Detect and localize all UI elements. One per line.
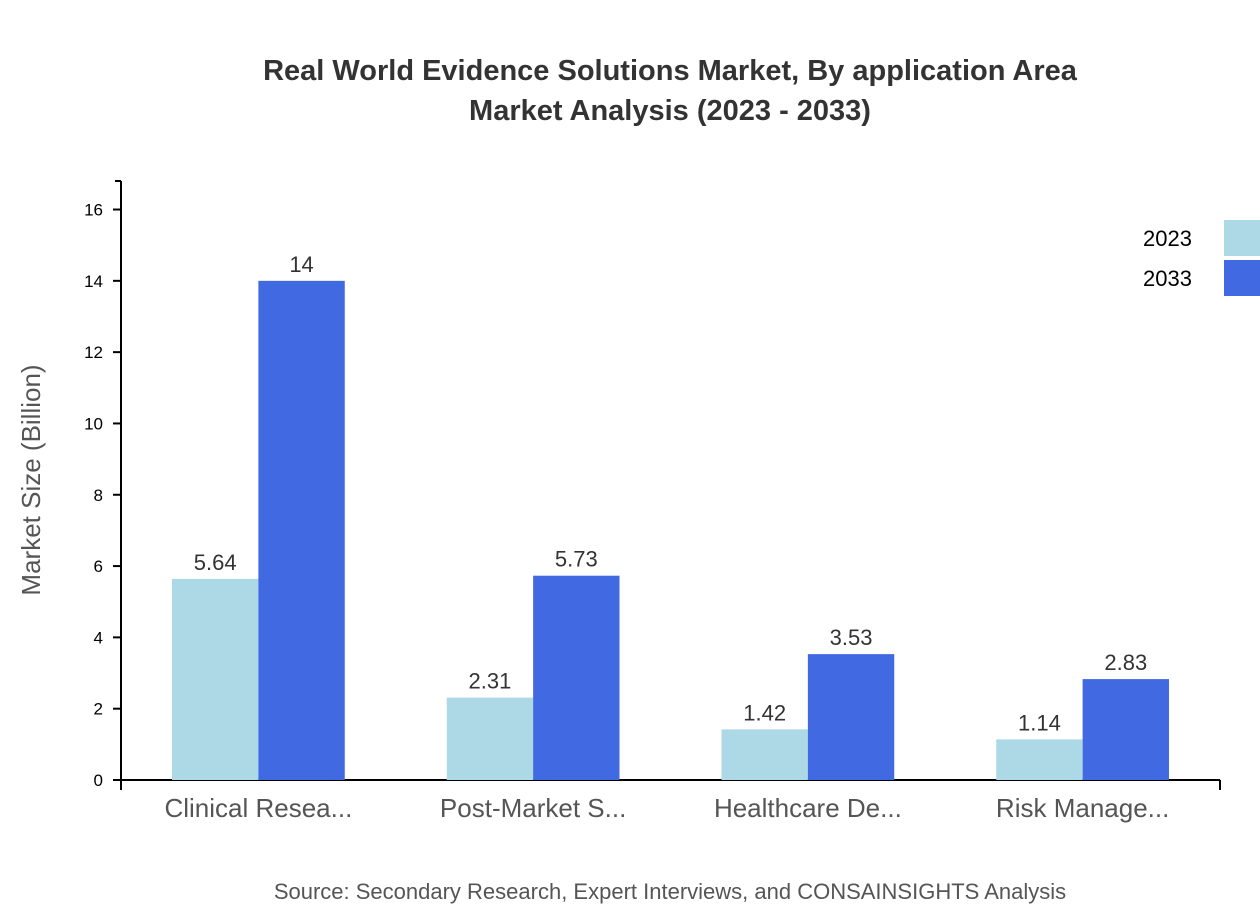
data-label: 2.83 [1104, 650, 1147, 675]
source-note: Source: Secondary Research, Expert Inter… [274, 879, 1066, 904]
y-tick-label: 10 [84, 414, 103, 433]
bar-2023 [172, 578, 259, 780]
y-tick-label: 4 [94, 628, 103, 647]
bar-2023 [446, 697, 534, 780]
data-label: 1.42 [743, 700, 786, 725]
y-tick-label: 14 [84, 272, 103, 291]
data-label: 2.31 [469, 669, 512, 694]
y-tick-label: 8 [94, 486, 103, 505]
y-tick-label: 0 [94, 771, 103, 790]
bar-2033 [1082, 679, 1169, 780]
bar-2033 [533, 575, 620, 780]
data-label: 3.53 [830, 625, 873, 650]
y-tick-label: 12 [84, 343, 103, 362]
legend-swatch-2033 [1224, 260, 1260, 296]
bar-2023 [721, 729, 808, 780]
bar-2033 [258, 280, 345, 780]
y-tick-label: 2 [94, 700, 103, 719]
chart-title-line-2: Market Analysis (2023 - 2033) [469, 95, 871, 127]
y-tick-label: 16 [84, 201, 103, 220]
legend-label: 2023 [1143, 226, 1192, 251]
y-axis-label: Market Size (Billion) [16, 364, 46, 595]
x-category-label: Healthcare De... [714, 793, 902, 823]
x-category-label: Post-Market S... [440, 793, 626, 823]
x-category-label: Clinical Resea... [164, 793, 352, 823]
data-label: 1.14 [1018, 710, 1061, 735]
data-label: 14 [289, 252, 313, 277]
chart-title-line-1: Real World Evidence Solutions Market, By… [263, 55, 1078, 87]
y-tick-label: 6 [94, 557, 103, 576]
legend-swatch-2023 [1224, 220, 1260, 256]
bar-2023 [996, 739, 1083, 780]
legend-label: 2033 [1143, 266, 1192, 291]
x-category-label: Risk Manage... [996, 793, 1169, 823]
data-label: 5.73 [555, 547, 598, 572]
bar-2033 [807, 654, 895, 780]
data-label: 5.64 [194, 550, 237, 575]
